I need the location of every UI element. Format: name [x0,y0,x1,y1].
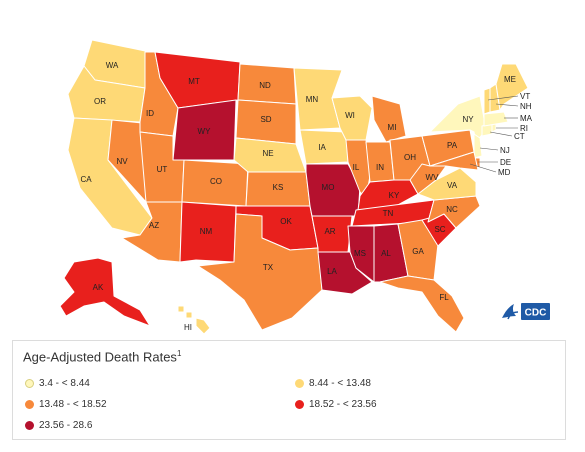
label-KS: KS [273,183,284,192]
label-CT: CT [514,132,525,141]
legend-label: 23.56 - 28.6 [39,420,93,431]
legend: Age-Adjusted Death Rates1 3.4 - < 8.44 8… [12,340,566,440]
state-IN[interactable] [365,141,395,183]
legend-title: Age-Adjusted Death Rates1 [23,349,181,364]
state-MI[interactable] [371,95,407,143]
label-VA: VA [447,181,458,190]
legend-swatch [25,421,34,430]
label-IA: IA [318,143,326,152]
cdc-logo-text: CDC [525,308,547,319]
label-MT: MT [188,77,200,86]
state-AK[interactable] [59,257,151,327]
label-MO: MO [322,183,335,192]
state-TX[interactable] [197,213,323,331]
label-MA: MA [520,114,533,123]
label-HI: HI [184,323,192,332]
legend-swatch [25,400,34,409]
label-NM: NM [200,227,213,236]
leader-CT [489,131,513,137]
label-WV: WV [426,173,440,182]
label-FL: FL [439,293,449,302]
label-MS: MS [354,249,366,258]
legend-label: 13.48 - < 18.52 [39,399,107,410]
label-ME: ME [504,75,516,84]
state-VT[interactable] [483,87,491,115]
state-NY[interactable] [429,95,487,143]
state-ME[interactable] [495,63,529,111]
label-NV: NV [116,157,128,166]
label-AR: AR [324,227,335,236]
label-OK: OK [280,217,292,226]
leader-VT [487,95,519,101]
label-SD: SD [260,115,271,124]
legend-footnote-mark: 1 [176,349,182,358]
label-ND: ND [259,81,271,90]
state-HI-3[interactable] [185,311,193,319]
leader-MD [469,163,497,173]
label-IN: IN [376,163,384,172]
state-MD[interactable] [429,151,479,171]
legend-item: 23.56 - 28.6 [25,420,92,431]
label-CA: CA [80,175,92,184]
label-AZ: AZ [149,221,159,230]
label-LA: LA [327,267,337,276]
legend-swatch [295,400,304,409]
state-HI[interactable] [195,317,211,335]
label-MD: MD [498,168,511,177]
leader-NH [495,103,519,107]
label-AK: AK [93,283,104,292]
label-NH: NH [520,102,532,111]
legend-title-text: Age-Adjusted Death Rates [23,349,177,365]
legend-swatch [25,379,34,388]
state-GA[interactable] [397,219,439,281]
state-HI-2[interactable] [177,305,185,313]
legend-item: 8.44 - < 13.48 [295,378,371,389]
label-AL: AL [381,249,391,258]
state-MA[interactable] [483,111,509,127]
label-TN: TN [383,209,394,218]
legend-item: 3.4 - < 8.44 [25,378,90,389]
state-NJ[interactable] [473,133,483,159]
label-TX: TX [263,263,274,272]
label-IL: IL [353,163,360,172]
label-PA: PA [447,141,458,150]
label-WY: WY [198,127,212,136]
us-choropleth-map: WA OR CA NV ID MT WY UT AZ CO NM ND SD N… [59,39,533,335]
label-NJ: NJ [500,146,510,155]
legend-swatch [295,379,304,388]
legend-label: 3.4 - < 8.44 [39,378,90,389]
label-KY: KY [389,191,400,200]
label-OH: OH [404,153,416,162]
state-RI[interactable] [491,123,497,133]
label-SC: SC [434,225,445,234]
label-VT: VT [520,92,530,101]
state-NM[interactable] [179,201,237,263]
hhs-eagle-icon: CDC [502,303,550,320]
legend-label: 8.44 - < 13.48 [309,378,371,389]
state-MS[interactable] [347,225,375,283]
label-NY: NY [462,115,474,124]
legend-item: 13.48 - < 18.52 [25,399,107,410]
label-WA: WA [106,61,119,70]
label-ID: ID [146,109,154,118]
state-FL[interactable] [379,275,465,333]
label-GA: GA [412,247,424,256]
label-DE: DE [500,158,511,167]
legend-item: 18.52 - < 23.56 [295,399,377,410]
label-MN: MN [306,95,319,104]
label-RI: RI [520,124,528,133]
label-NE: NE [262,149,273,158]
label-OR: OR [94,97,106,106]
label-WI: WI [345,111,355,120]
legend-label: 18.52 - < 23.56 [309,399,377,410]
leader-NJ [479,147,499,151]
label-NC: NC [446,205,458,214]
cdc-logo: CDC [500,300,552,322]
label-MI: MI [388,123,397,132]
label-CO: CO [210,177,222,186]
label-UT: UT [157,165,168,174]
